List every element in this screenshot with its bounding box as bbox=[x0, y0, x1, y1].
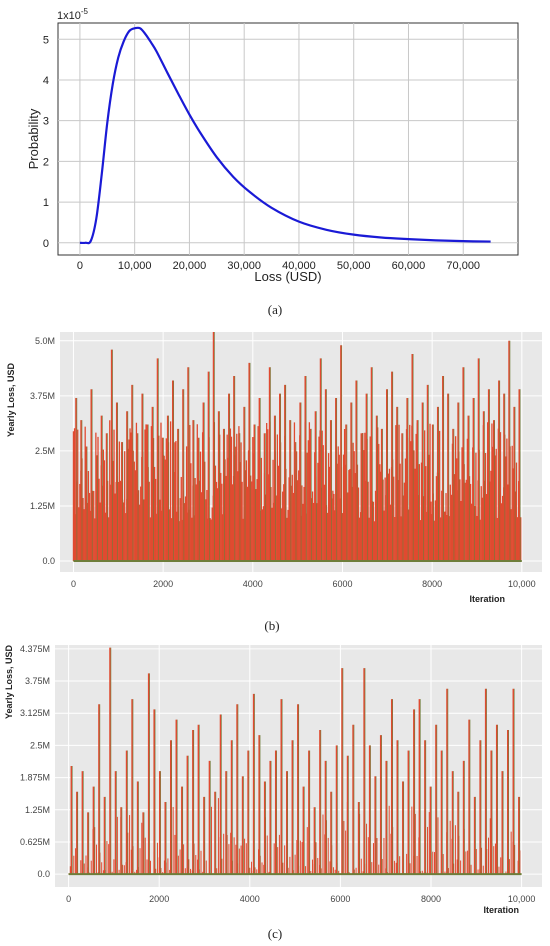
chart-a-x-tick-label: 30,000 bbox=[227, 260, 261, 272]
chart-b-y-tick-label: 2.5M bbox=[35, 446, 55, 456]
chart-c-caption: (c) bbox=[268, 926, 282, 941]
chart-c-y-tick-label: 4.375M bbox=[20, 644, 50, 654]
chart-a-y-tick-label: 5 bbox=[43, 34, 49, 46]
chart-a-series bbox=[79, 26, 491, 245]
chart-c-x-tick-label: 8000 bbox=[421, 894, 441, 904]
chart-c-y-tick-label: 3.125M bbox=[20, 708, 50, 718]
chart-c-x-tick-label: 10,000 bbox=[508, 894, 536, 904]
chart-b-y-tick-label: 3.75M bbox=[30, 391, 55, 401]
chart-a-plot-area bbox=[57, 22, 519, 256]
chart-a-y-tick-label: 1 bbox=[43, 197, 49, 209]
chart-b-bars bbox=[72, 332, 522, 562]
chart-b-x-tick-label: 6000 bbox=[332, 579, 352, 589]
chart-b-x-tick-label: 4000 bbox=[243, 579, 263, 589]
chart-a-x-tick-label: 40,000 bbox=[282, 260, 316, 272]
chart-c-y-axis-label: Yearly Loss, USD bbox=[4, 644, 14, 719]
chart-b-caption: (b) bbox=[264, 618, 279, 633]
chart-a-y-multiplier: 1x10-5 bbox=[57, 7, 89, 22]
chart-c-y-tick-label: 0.0 bbox=[37, 869, 50, 879]
chart-a-caption: (a) bbox=[268, 302, 282, 317]
chart-b-x-axis-label: Iteration bbox=[469, 594, 505, 604]
chart-c-y-tick-label: 0.625M bbox=[20, 837, 50, 847]
chart-a-grid bbox=[58, 23, 518, 255]
chart-a-y-axis-label: Probability bbox=[26, 108, 41, 169]
chart-a-x-axis-label: Loss (USD) bbox=[254, 269, 321, 284]
chart-c-y-tick-label: 1.25M bbox=[25, 805, 50, 815]
chart-b-x-tick-label: 2000 bbox=[153, 579, 173, 589]
chart-b-x-ticks: 0 2000 4000 6000 8000 10,000 bbox=[71, 579, 536, 589]
chart-a-probability-density: 0 1 2 3 4 5 0 10,000 20,000 30,000 40,000 50,000 60… bbox=[26, 7, 519, 317]
chart-c-x-tick-label: 0 bbox=[66, 894, 71, 904]
chart-a-x-tick-label: 10,000 bbox=[118, 260, 152, 272]
chart-a-y-tick-label: 2 bbox=[43, 156, 49, 168]
chart-c-x-tick-label: 2000 bbox=[149, 894, 169, 904]
chart-a-x-tick-label: 70,000 bbox=[446, 260, 480, 272]
chart-a-y-tick-label: 3 bbox=[43, 116, 49, 128]
chart-c-x-axis-label: Iteration bbox=[483, 905, 519, 915]
chart-b-x-tick-label: 10,000 bbox=[508, 579, 536, 589]
chart-b-x-tick-label: 0 bbox=[71, 579, 76, 589]
chart-a-y-ticks: 0 1 2 3 4 5 bbox=[43, 34, 49, 250]
chart-a-x-tick-label: 0 bbox=[77, 260, 83, 272]
chart-a-x-ticks: 0 10,000 20,000 30,000 40,000 50,000 60,000 70,… bbox=[77, 260, 480, 272]
chart-c-x-tick-label: 6000 bbox=[330, 894, 350, 904]
chart-b-y-axis-label: Yearly Loss, USD bbox=[6, 362, 16, 437]
chart-b-y-tick-label: 1.25M bbox=[30, 501, 55, 511]
chart-c-bars bbox=[68, 647, 522, 876]
chart-a-x-tick-label: 20,000 bbox=[173, 260, 207, 272]
chart-c-y-tick-label: 3.75M bbox=[25, 676, 50, 686]
chart-a-x-tick-label: 60,000 bbox=[392, 260, 426, 272]
chart-a-y-tick-label: 4 bbox=[43, 75, 49, 87]
chart-c-y-tick-label: 1.875M bbox=[20, 773, 50, 783]
chart-b-y-tick-label: 5.0M bbox=[35, 336, 55, 346]
chart-a-density-line bbox=[79, 26, 491, 245]
chart-b-y-tick-label: 0.0 bbox=[42, 556, 55, 566]
chart-b-yearly-loss-all-iterations: 0.0 1.25M 2.5M 3.75M 5.0M 0 2000 4000 6000 8000 1… bbox=[6, 332, 542, 633]
chart-a-y-tick-label: 0 bbox=[43, 238, 49, 250]
chart-c-y-tick-label: 2.5M bbox=[30, 740, 50, 750]
chart-c-yearly-loss-sampled: 0.0 0.625M 1.25M 1.875M 2.5M 3.125M 3.75M 4.375… bbox=[4, 644, 542, 941]
chart-c-y-ticks: 0.0 0.625M 1.25M 1.875M 2.5M 3.125M 3.75M 4.375… bbox=[20, 644, 50, 879]
chart-a-x-tick-label: 50,000 bbox=[337, 260, 371, 272]
chart-b-x-tick-label: 8000 bbox=[422, 579, 442, 589]
chart-c-x-tick-label: 4000 bbox=[240, 894, 260, 904]
chart-c-x-ticks: 0 2000 4000 6000 8000 10,000 bbox=[66, 894, 535, 904]
chart-b-y-ticks: 0.0 1.25M 2.5M 3.75M 5.0M bbox=[30, 336, 55, 566]
